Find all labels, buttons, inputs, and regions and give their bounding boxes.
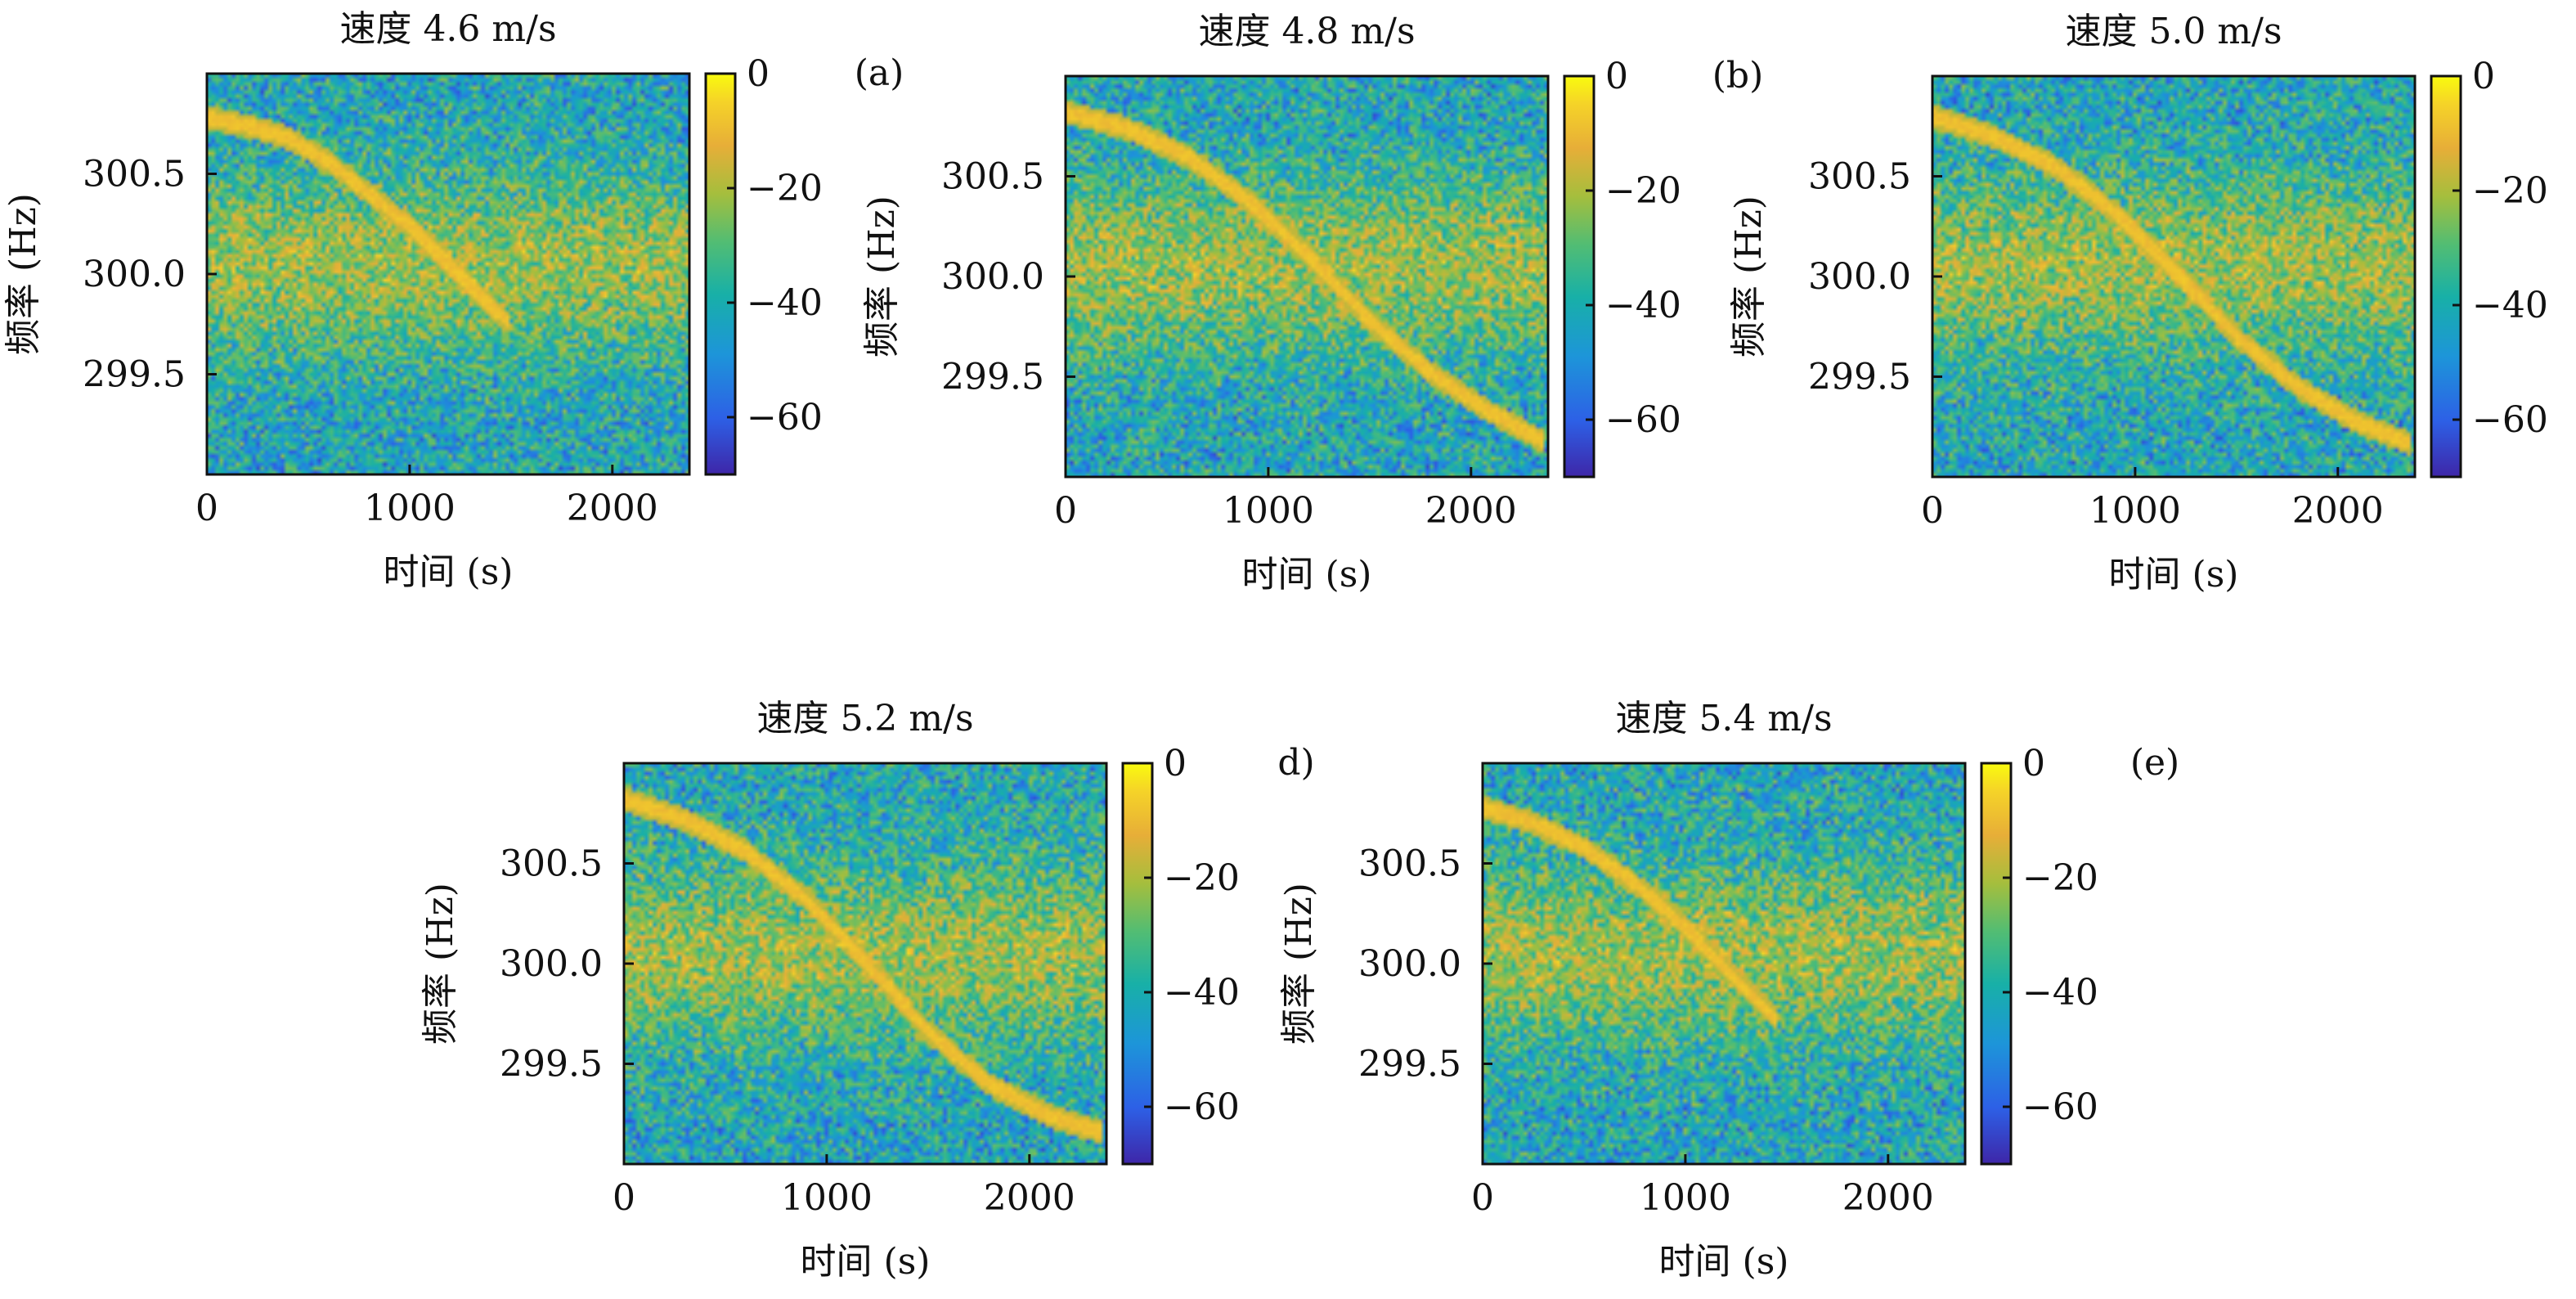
colorbar-tick-label: 0 [2472,56,2495,97]
x-tick-label: 2000 [1425,490,1517,532]
x-axis-label: 时间 (s) [1659,1241,1789,1283]
x-tick-label: 2000 [1842,1177,1934,1219]
y-axis-label: 频率 (Hz) [420,883,461,1045]
panel-title: 速度 5.0 m/s [2065,11,2282,52]
y-tick-label: 299.5 [83,354,186,396]
x-tick-label: 0 [1471,1177,1494,1219]
x-tick-label: 0 [195,488,218,529]
colorbar [1121,762,1154,1166]
y-tick-label: 300.5 [941,156,1044,198]
panel-label: (b) [1712,55,1764,97]
panel-label: (e) [2130,742,2179,784]
y-axis-label: 频率 (Hz) [2,193,44,355]
y-tick-label: 300.5 [1358,843,1461,885]
y-tick-label: 299.5 [500,1044,603,1085]
colorbar-tick-label: −20 [1164,857,1240,899]
x-tick-label: 2000 [984,1177,1075,1219]
colorbar-tick-label: −60 [747,397,823,438]
colorbar [704,72,737,476]
x-tick-label: 1000 [1640,1177,1731,1219]
colorbar-tick-label: −60 [2022,1086,2098,1128]
panel-title: 速度 4.8 m/s [1198,11,1415,52]
y-axis-label: 频率 (Hz) [1278,883,1320,1045]
y-tick-label: 300.0 [941,256,1044,298]
x-tick-label: 0 [1054,490,1077,532]
panel-1: 0 1000 2000 299.5 300.0 300.5 速度 4.6 m/s 时间 (s)… [2,8,904,593]
colorbar-tick-label: −40 [1164,972,1240,1014]
colorbar-tick-label: −20 [2472,170,2548,212]
colorbar [1980,762,2013,1166]
x-axis-label: 时间 (s) [801,1241,931,1283]
colorbar-tick-label: −60 [1605,399,1681,441]
colorbar-tick-label: −60 [1164,1086,1240,1128]
colorbar-tick-label: −40 [1605,285,1681,326]
panel-2: 0 1000 2000 299.5 300.0 300.5 速度 4.8 m/s 时间 (s)… [861,11,1763,596]
panel-label: (a) [855,52,904,94]
colorbar [1563,74,1595,479]
colorbar-tick-label: 0 [747,53,770,95]
colorbar-tick-label: −40 [2022,972,2098,1014]
panel-3: 0 1000 2000 299.5 300.0 300.5 速度 5.0 m/s 时间 (s)… [1728,11,2548,596]
colorbar-tick-label: 0 [1605,56,1628,97]
colorbar-tick-label: −40 [747,282,823,324]
y-tick-label: 299.5 [1358,1044,1461,1085]
colorbar-tick-label: −40 [2472,285,2548,326]
x-axis-label: 时间 (s) [384,551,514,593]
y-axis-label: 频率 (Hz) [861,196,903,357]
colorbar-tick-label: −20 [2022,857,2098,899]
spectrogram-image [1483,763,1965,1164]
panel-4: 0 1000 2000 299.5 300.0 300.5 速度 5.2 m/s 时间 (s)… [420,698,1315,1283]
panel-label: d) [1277,742,1314,784]
x-tick-label: 2000 [567,488,658,529]
panel-5: 0 1000 2000 299.5 300.0 300.5 速度 5.4 m/s 时间 (s)… [1278,698,2179,1283]
y-tick-label: 300.0 [83,254,186,295]
y-tick-label: 300.0 [1808,256,1911,298]
x-axis-label: 时间 (s) [2109,554,2239,596]
y-tick-label: 299.5 [941,357,1044,398]
y-axis-label: 频率 (Hz) [1728,196,1770,357]
panel-title: 速度 5.4 m/s [1615,698,1832,739]
spectrogram-image [1066,76,1548,477]
x-tick-label: 1000 [364,488,456,529]
colorbar-tick-label: 0 [1164,743,1187,784]
y-tick-label: 300.5 [500,843,603,885]
panel-title: 速度 4.6 m/s [339,8,556,50]
x-tick-label: 1000 [1223,490,1314,532]
x-tick-label: 0 [1921,490,1944,532]
spectrogram-image [624,763,1106,1164]
colorbar-tick-label: −20 [1605,170,1681,212]
x-tick-label: 1000 [2089,490,2181,532]
y-tick-label: 300.5 [83,154,186,196]
y-tick-label: 300.0 [1358,943,1461,985]
colorbar [2430,74,2462,479]
colorbar-tick-label: −60 [2472,399,2548,441]
panel-title: 速度 5.2 m/s [756,698,973,739]
x-tick-label: 1000 [781,1177,873,1219]
spectrogram-image [207,74,689,474]
spectrogram-image [1932,76,2415,477]
x-axis-label: 时间 (s) [1242,554,1372,596]
colorbar-tick-label: −20 [747,168,823,209]
y-tick-label: 299.5 [1808,357,1911,398]
x-tick-label: 0 [613,1177,635,1219]
x-tick-label: 2000 [2292,490,2384,532]
y-tick-label: 300.5 [1808,156,1911,198]
colorbar-tick-label: 0 [2022,743,2045,784]
y-tick-label: 300.0 [500,943,603,985]
